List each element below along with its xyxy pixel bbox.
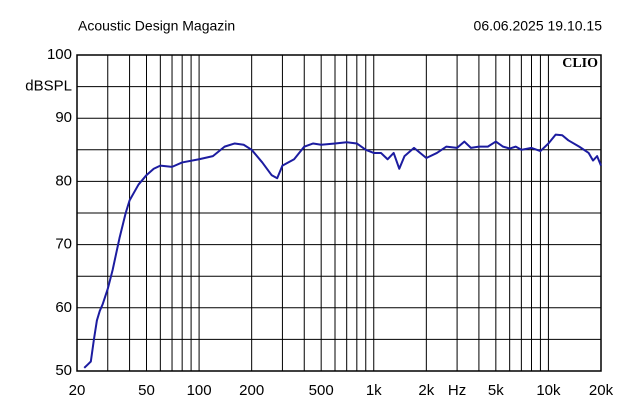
x-tick-label: 2k xyxy=(418,382,434,399)
x-tick-label: 1k xyxy=(366,382,382,399)
x-tick-label: 200 xyxy=(239,382,264,399)
y-tick-label: 70 xyxy=(55,236,72,253)
x-tick-label: 5k xyxy=(488,382,504,399)
x-tick-label: 500 xyxy=(309,382,334,399)
timestamp: 06.06.2025 19.10.15 xyxy=(474,18,603,34)
x-tick-label: 10k xyxy=(536,382,561,399)
chart-title: Acoustic Design Magazin xyxy=(78,18,235,34)
brand: CLIO xyxy=(562,56,598,71)
x-tick-label: 20k xyxy=(589,382,614,399)
y-tick-label: 90 xyxy=(55,109,72,126)
x-tick-label: 20 xyxy=(69,382,86,399)
x-tick-label: Hz xyxy=(448,382,466,399)
y-tick-label: 50 xyxy=(55,362,72,379)
y-tick-label: 60 xyxy=(55,299,72,316)
x-tick-label: 100 xyxy=(187,382,212,399)
plot-border xyxy=(76,54,602,372)
brand-bg xyxy=(554,56,599,72)
y-tick-label: 100 xyxy=(47,46,72,63)
y-tick-label: 80 xyxy=(55,172,72,189)
response-line xyxy=(83,133,602,369)
label-bg xyxy=(20,77,74,96)
y-axis-label: dBSPL xyxy=(25,78,72,95)
x-tick-label: 50 xyxy=(138,382,155,399)
